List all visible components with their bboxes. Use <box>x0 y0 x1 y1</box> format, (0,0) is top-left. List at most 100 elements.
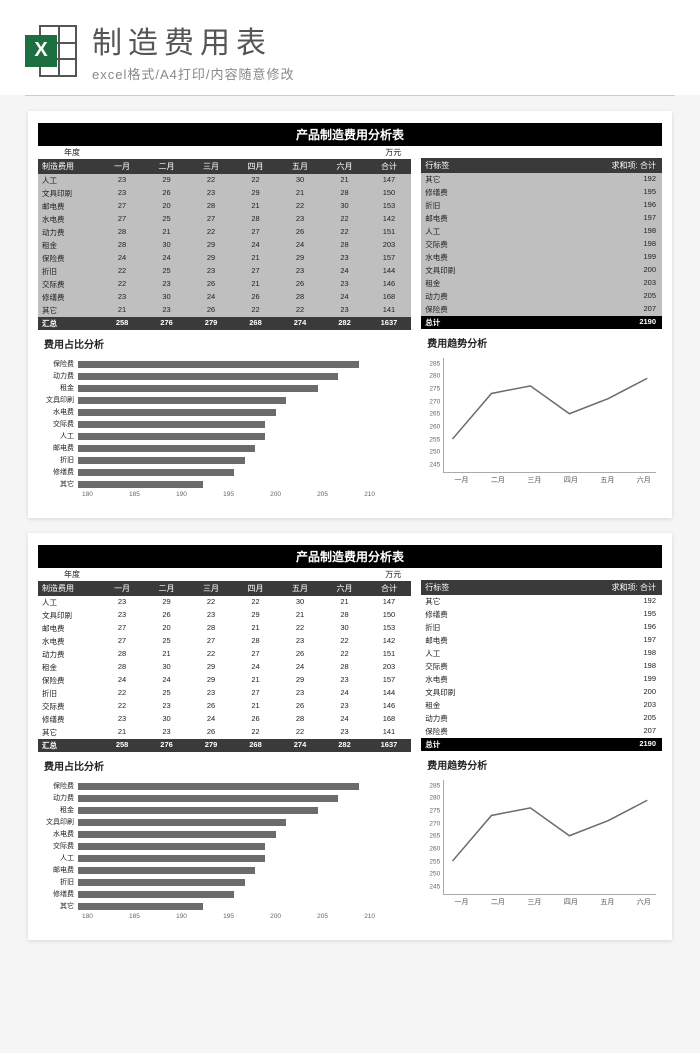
cell: 23 <box>144 305 188 316</box>
cell: 人工 <box>421 648 540 659</box>
cell: 动力费 <box>421 713 540 724</box>
cell: 198 <box>541 661 662 672</box>
cell: 22 <box>189 597 233 608</box>
cell: 29 <box>233 188 277 199</box>
cell: 27 <box>233 649 277 660</box>
cell: 22 <box>233 727 277 738</box>
bar <box>78 891 234 898</box>
bar <box>78 361 359 368</box>
cell: 26 <box>189 305 233 316</box>
cell: 21 <box>278 610 322 621</box>
bar <box>78 795 338 802</box>
bar-label: 租金 <box>42 805 78 815</box>
cell: 修缮费 <box>38 714 100 725</box>
bar-label: 保险费 <box>42 781 78 791</box>
cell: 22 <box>100 701 144 712</box>
cell: 26 <box>233 292 277 303</box>
cell: 24 <box>322 292 366 303</box>
cell: 其它 <box>421 596 540 607</box>
cell: 交际费 <box>421 661 540 672</box>
cell: 203 <box>541 278 662 289</box>
divider <box>25 95 675 96</box>
cell: 22 <box>189 175 233 186</box>
cell: 24 <box>100 253 144 264</box>
cell: 21 <box>100 727 144 738</box>
cell: 196 <box>541 200 662 211</box>
cell: 24 <box>322 266 366 277</box>
cell: 21 <box>233 701 277 712</box>
cell: 折旧 <box>38 688 100 699</box>
cell: 文具印刷 <box>421 265 540 276</box>
cell: 24 <box>233 662 277 673</box>
bar <box>78 433 265 440</box>
cell: 142 <box>367 214 411 225</box>
cell: 文具印刷 <box>38 188 100 199</box>
cell: 23 <box>278 214 322 225</box>
cell: 144 <box>367 266 411 277</box>
cell: 27 <box>100 214 144 225</box>
bar-label: 动力费 <box>42 793 78 803</box>
bar <box>78 867 255 874</box>
cell: 21 <box>278 188 322 199</box>
cell: 24 <box>144 253 188 264</box>
cell: 21 <box>144 649 188 660</box>
cell: 租金 <box>38 662 100 673</box>
cell: 195 <box>541 609 662 620</box>
cell: 23 <box>322 675 366 686</box>
bar-label: 文具印刷 <box>42 395 78 405</box>
cell: 其它 <box>421 174 540 185</box>
cell: 28 <box>322 662 366 673</box>
cell: 153 <box>367 201 411 212</box>
col-header: 行标签 <box>421 582 540 593</box>
cell: 其它 <box>38 727 100 738</box>
col-header: 三月 <box>189 583 233 594</box>
col-header: 四月 <box>233 583 277 594</box>
cell: 水电费 <box>38 214 100 225</box>
cell: 28 <box>322 610 366 621</box>
cell: 30 <box>278 175 322 186</box>
col-header: 二月 <box>144 161 188 172</box>
cell: 折旧 <box>38 266 100 277</box>
cell: 207 <box>541 304 662 315</box>
cell: 29 <box>278 253 322 264</box>
cell: 24 <box>144 675 188 686</box>
cell: 29 <box>189 253 233 264</box>
bar-label: 文具印刷 <box>42 817 78 827</box>
cell: 28 <box>189 201 233 212</box>
cell: 198 <box>541 239 662 250</box>
bar <box>78 397 286 404</box>
bar-label: 租金 <box>42 383 78 393</box>
cell: 205 <box>541 713 662 724</box>
bar-chart: 保险费动力费租金文具印刷水电费交际费人工邮电费折旧修缮费其它1801851901… <box>38 355 411 500</box>
line-chart: 245250255260265270275280285 <box>443 358 656 473</box>
bar-label: 邮电费 <box>42 865 78 875</box>
spreadsheet-preview: 产品制造费用分析表年度万元制造费用一月二月三月四月五月六月合计人工2329222… <box>28 533 672 940</box>
cell: 交际费 <box>38 701 100 712</box>
cell: 200 <box>541 687 662 698</box>
cell: 29 <box>144 597 188 608</box>
cell: 20 <box>144 201 188 212</box>
bar-chart: 保险费动力费租金文具印刷水电费交际费人工邮电费折旧修缮费其它1801851901… <box>38 777 411 922</box>
cell: 28 <box>233 636 277 647</box>
cell: 23 <box>100 188 144 199</box>
cell: 22 <box>189 649 233 660</box>
bar-label: 保险费 <box>42 359 78 369</box>
cell: 28 <box>322 240 366 251</box>
bar <box>78 421 265 428</box>
cell: 26 <box>144 188 188 199</box>
cell: 147 <box>367 175 411 186</box>
cell: 23 <box>100 292 144 303</box>
cell: 23 <box>278 266 322 277</box>
cell: 23 <box>144 701 188 712</box>
cell: 修缮费 <box>421 609 540 620</box>
cell: 折旧 <box>421 622 540 633</box>
cell: 25 <box>144 214 188 225</box>
cell: 24 <box>233 240 277 251</box>
cell: 151 <box>367 227 411 238</box>
cell: 150 <box>367 188 411 199</box>
cell: 200 <box>541 265 662 276</box>
cell: 26 <box>278 649 322 660</box>
axis-year: 年度 <box>42 147 102 158</box>
cell: 26 <box>233 714 277 725</box>
cell: 22 <box>278 623 322 634</box>
